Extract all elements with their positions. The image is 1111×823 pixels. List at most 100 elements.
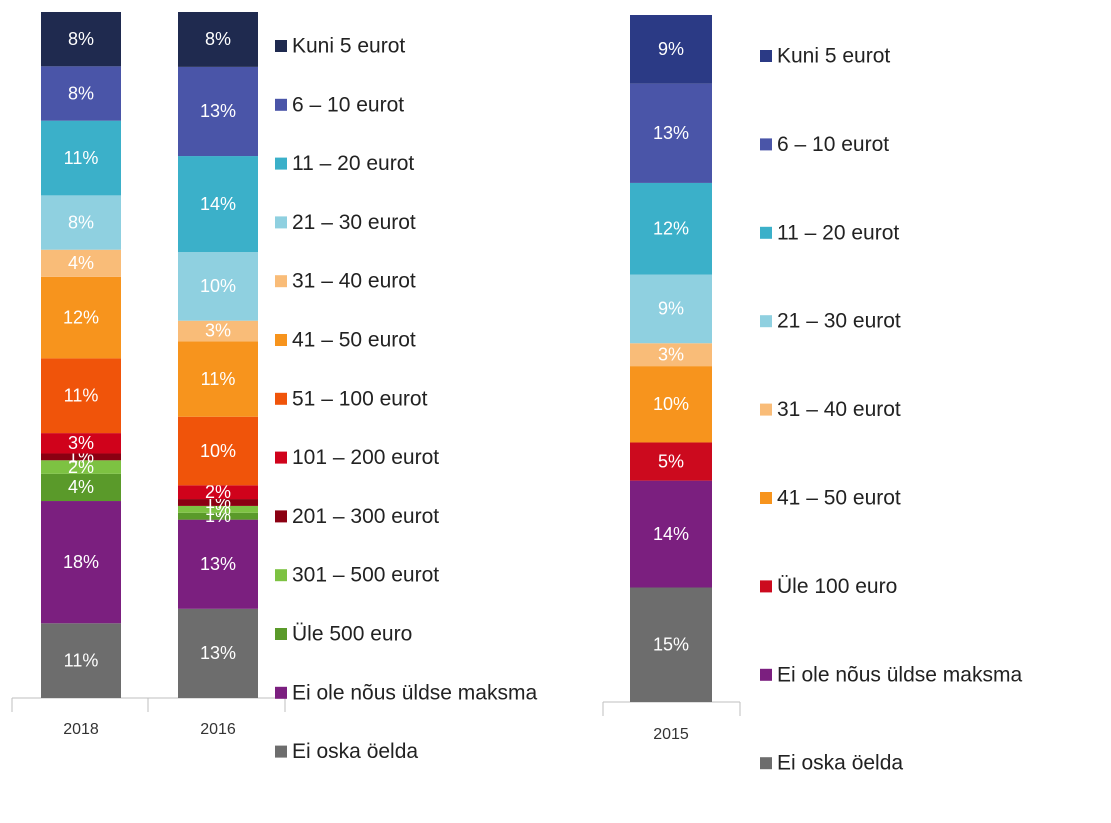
bar-segment (41, 460, 121, 474)
legend-label: 201 – 300 eurot (292, 505, 439, 528)
bar-segment (178, 341, 258, 417)
bar-segment (178, 416, 258, 486)
bar-segment (178, 252, 258, 321)
bar-segment (41, 358, 121, 434)
legend-label: 31 – 40 eurot (777, 398, 901, 421)
legend-swatch (275, 275, 287, 288)
bar-segment (630, 15, 712, 84)
legend-swatch (275, 157, 287, 170)
bar-segment (41, 473, 121, 502)
legend-label: Ei oska öelda (292, 740, 418, 763)
bar-segment (630, 274, 712, 344)
data-label: 8% (68, 29, 94, 49)
data-label: 8% (68, 212, 94, 232)
bar-segment (41, 453, 121, 461)
data-label: 11% (64, 148, 99, 168)
legend-swatch (760, 403, 772, 416)
bar-segment (178, 156, 258, 253)
bar-segment (178, 608, 258, 698)
legend-swatch (760, 492, 772, 504)
bar-segment (41, 501, 121, 624)
data-label: 5% (658, 451, 684, 471)
x-tick-label: 2016 (200, 721, 236, 738)
bar-segment (630, 343, 712, 367)
data-label: 12% (653, 218, 689, 238)
bar-segment (630, 480, 712, 588)
bar-segment (630, 83, 712, 183)
bar-segment (41, 249, 121, 277)
bar-segment (630, 182, 712, 275)
x-tick-label: 2015 (653, 726, 689, 743)
legend-swatch (760, 580, 772, 593)
bar-segment (630, 587, 712, 702)
data-label: 10% (200, 441, 236, 461)
bar-segment (178, 320, 258, 342)
bar-segment (41, 623, 121, 698)
data-label: 2% (68, 457, 94, 477)
data-label: 3% (205, 321, 231, 341)
bar-segment (41, 66, 121, 121)
legend-swatch (760, 226, 772, 239)
data-label: 9% (658, 39, 684, 59)
legend-swatch (275, 40, 287, 52)
legend-label: 6 – 10 eurot (777, 133, 889, 156)
legend-label: 21 – 30 eurot (292, 211, 416, 234)
data-label: 11% (201, 369, 236, 389)
data-label: 11% (64, 386, 99, 406)
legend-swatch (275, 451, 287, 464)
bar-segment (630, 442, 712, 481)
bar-segment (178, 12, 258, 67)
bar-segment (178, 485, 258, 500)
legend-label: Üle 500 euro (292, 623, 412, 646)
data-label: 13% (200, 643, 236, 663)
data-label: 12% (63, 307, 99, 327)
x-tick-label: 2018 (63, 721, 99, 738)
legend-label: Ei ole nõus üldse maksma (292, 681, 537, 704)
data-label: 15% (653, 635, 689, 655)
legend-swatch (760, 315, 772, 328)
legend-label: 6 – 10 eurot (292, 93, 404, 116)
bar-segment (178, 499, 258, 506)
legend-swatch (760, 757, 772, 770)
data-label: 8% (205, 29, 231, 49)
legend-swatch (275, 686, 287, 699)
data-label: 10% (653, 394, 689, 414)
bar-segment (41, 433, 121, 454)
legend-swatch (760, 668, 772, 681)
data-label: 9% (658, 299, 684, 319)
bar-segment (178, 519, 258, 609)
legend-label: 11 – 20 eurot (292, 152, 414, 175)
bar-segment (41, 195, 121, 250)
legend-swatch (275, 628, 287, 640)
legend-swatch (275, 216, 287, 229)
data-label: 14% (200, 194, 236, 214)
legend-swatch (275, 569, 287, 582)
data-label: 18% (63, 552, 99, 572)
bar-segment (41, 12, 121, 67)
legend-label: 41 – 50 eurot (292, 329, 416, 352)
data-label: 3% (68, 433, 94, 453)
legend-swatch (275, 510, 287, 523)
legend-swatch (760, 138, 772, 151)
bar-segment (41, 120, 121, 196)
data-label: 13% (200, 554, 236, 574)
data-label: 4% (68, 477, 94, 497)
legend-label: Üle 100 euro (777, 575, 897, 598)
legend-swatch (275, 745, 287, 758)
legend-label: 21 – 30 eurot (777, 310, 901, 333)
legend-label: Ei oska öelda (777, 752, 903, 775)
legend-label: 51 – 100 eurot (292, 387, 428, 410)
data-label: 4% (68, 253, 94, 273)
legend-swatch (275, 334, 287, 346)
data-label: 2% (205, 482, 231, 502)
legend-label: Ei ole nõus üldse maksma (777, 663, 1022, 686)
bar-segment (178, 512, 258, 520)
legend-label: Kuni 5 eurot (292, 35, 405, 58)
bar-segment (178, 505, 258, 513)
data-label: 14% (653, 524, 689, 544)
legend-swatch (275, 98, 287, 111)
bar-segment (41, 276, 121, 359)
legend-label: 41 – 50 eurot (777, 487, 901, 510)
data-label: 11% (64, 650, 99, 670)
